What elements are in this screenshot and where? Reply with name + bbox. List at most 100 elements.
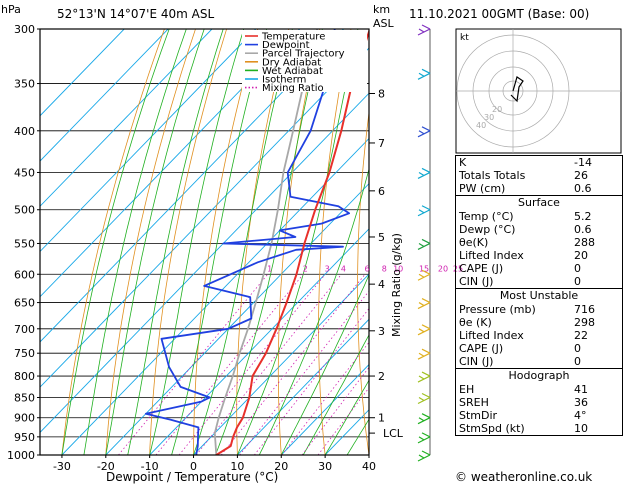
plot-frame: [39, 28, 370, 456]
wind-barb: [417, 269, 431, 281]
mixing-ratio-line: [118, 274, 269, 455]
legend-label: Mixing Ratio: [262, 83, 324, 94]
index-label: StmSpd (kt): [459, 422, 525, 435]
mixing-ratio-line: [220, 274, 366, 455]
most-unstable-title: Most Unstable: [499, 289, 579, 302]
temperature-tick-label: 30: [318, 460, 332, 473]
index-label: Lifted Index: [459, 249, 524, 262]
index-value: 26: [574, 169, 588, 182]
index-row: CAPE (J) 0: [456, 262, 622, 275]
index-value: 41: [574, 383, 588, 396]
wet-adiabat-line: [237, 29, 359, 455]
wet-adiabat-line: [258, 167, 369, 455]
dry-adiabat-line: [318, 29, 352, 455]
index-label: Lifted Index: [459, 329, 524, 342]
hodograph-ring-label: 30: [484, 113, 494, 122]
temperature-tick-label: 20: [274, 460, 288, 473]
isotherm-line: [40, 29, 169, 162]
pressure-tick-label: 500: [14, 204, 35, 217]
temperature-tick-label: -30: [53, 460, 71, 473]
pressure-tick-label: 950: [14, 431, 35, 444]
wind-barb: [417, 392, 431, 405]
index-value: 10: [574, 422, 588, 435]
km-tick-label: 2: [378, 370, 385, 383]
km-tick-label: 6: [378, 185, 385, 198]
index-row: CIN (J) 0: [456, 355, 622, 368]
wind-barb: [417, 126, 431, 138]
index-value: 288: [574, 236, 595, 249]
temperature-tick-label: -10: [141, 460, 159, 473]
wet-adiabat-line: [149, 29, 245, 455]
dry-adiabat-line: [357, 109, 369, 455]
pressure-tick-label: 850: [14, 391, 35, 404]
pressure-tick-label: 300: [14, 23, 35, 36]
wind-barb: [417, 348, 431, 360]
pressure-tick-label: 650: [14, 297, 35, 310]
index-value: 22: [574, 329, 588, 342]
index-label: θe (K): [459, 316, 492, 329]
wind-barb: [417, 167, 431, 180]
index-row: Lifted Index 20: [456, 249, 622, 262]
hodograph-kt-label: kt: [460, 33, 469, 43]
mixing-ratio-line: [239, 290, 369, 455]
isotherm-line: [61, 137, 369, 455]
index-label: Temp (°C): [459, 210, 514, 223]
legend-label: Dewpoint: [262, 40, 310, 51]
index-row: StmDir 4°: [456, 409, 622, 422]
index-label: CAPE (J): [459, 342, 504, 355]
index-label: SREH: [459, 396, 489, 409]
isotherm-line: [40, 29, 125, 117]
hpa-label: hPa: [1, 3, 21, 16]
index-value: 716: [574, 303, 595, 316]
index-label: Totals Totals: [459, 169, 526, 182]
pressure-tick-label: 750: [14, 347, 35, 360]
index-value: 0: [574, 355, 581, 368]
index-label: θe(K): [459, 236, 489, 249]
index-value: 5.2: [574, 210, 592, 223]
dry-adiabat-line: [236, 29, 290, 455]
mixing-ratio-line: [178, 274, 326, 455]
mixing-ratio-label: 6: [364, 264, 369, 273]
index-label: Dewp (°C): [459, 223, 516, 236]
km-tick-label: 5: [378, 231, 385, 244]
index-row: StmSpd (kt) 10: [456, 422, 622, 435]
pressure-tick-label: 900: [14, 412, 35, 425]
top-indices: K -14 Totals Totals 26 PW (cm) 0.6: [456, 156, 622, 195]
asl-label: ASL: [373, 17, 394, 30]
wind-barb: [417, 432, 431, 444]
dry-adiabat-line: [61, 29, 165, 455]
pressure-tick-label: 550: [14, 237, 35, 250]
wet-adiabat-line: [83, 29, 187, 455]
index-value: 0: [574, 275, 581, 288]
mixing-ratio-line: [195, 274, 342, 455]
isotherm-line: [105, 183, 369, 455]
plot-area: [40, 29, 369, 455]
wet-adiabat-line: [193, 29, 293, 455]
wind-barb: [417, 324, 431, 336]
x-axis-label: Dewpoint / Temperature (°C): [106, 470, 279, 484]
isotherm-line: [149, 228, 369, 455]
index-row: θe (K) 298: [456, 316, 622, 329]
wind-barb: [417, 68, 431, 80]
isotherm-line: [40, 47, 369, 388]
index-label: CIN (J): [459, 275, 494, 288]
surface-section: Surface Temp (°C) 5.2 Dewp (°C) 0.6 θe(K) 288…: [456, 195, 622, 288]
pressure-tick-label: 700: [14, 323, 35, 336]
dry-adiabat-line: [105, 29, 196, 455]
legend-background: [242, 30, 367, 92]
wind-barb: [417, 371, 431, 383]
mixing-ratio-label: 4: [341, 264, 346, 273]
pressure-tick-label: 1000: [7, 449, 35, 462]
isotherm-line: [40, 29, 213, 207]
index-row: Totals Totals 26: [456, 169, 622, 182]
mixing-ratio-label: 3: [325, 264, 330, 273]
index-row: Temp (°C) 5.2: [456, 210, 622, 223]
km-tick-label: 3: [378, 325, 385, 338]
index-value: 0: [574, 342, 581, 355]
mixing-ratio-axis-label: Mixing Ratio (g/kg): [390, 233, 403, 337]
index-value: 36: [574, 396, 588, 409]
dry-adiabat-line: [149, 29, 227, 455]
wet-adiabat-line: [302, 334, 369, 455]
